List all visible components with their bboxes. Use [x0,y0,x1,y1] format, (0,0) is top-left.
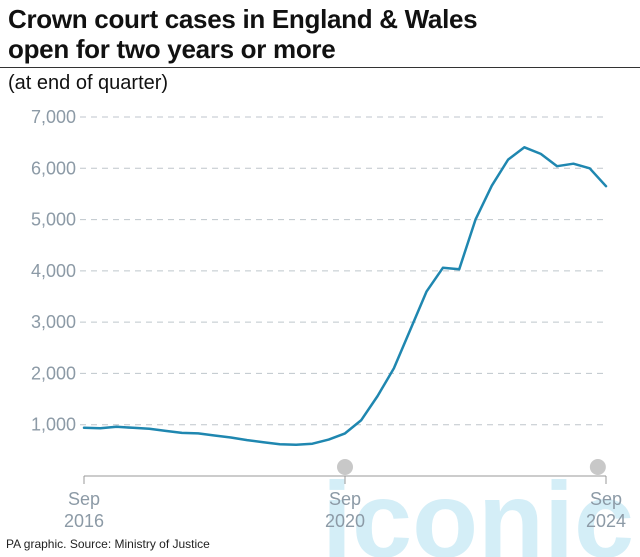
y-axis-labels: 1,000 2,000 3,000 4,000 5,000 6,000 7,000 [31,107,76,435]
grid-lines [80,116,606,426]
x-axis-marker [589,459,606,475]
chart-title: Crown court cases in England & Wales ope… [8,4,628,64]
chart-subtitle: (at end of quarter) [8,72,169,94]
x-axis-markers [337,459,606,475]
x-tick-month: Sep [590,489,622,509]
y-tick-label: 4,000 [31,261,76,281]
x-tick-year: 2016 [64,511,104,531]
x-tick-year: 2020 [325,511,365,531]
title-line-1: Crown court cases in England & Wales [8,4,478,34]
y-tick-label: 7,000 [31,107,76,127]
y-tick-label: 5,000 [31,210,76,230]
y-tick-label: 2,000 [31,363,76,383]
x-axis-ticks [83,476,607,484]
x-axis-marker [337,459,353,475]
series-line [82,146,608,446]
x-tick-year: 2024 [586,511,626,531]
watermark-text: iconic [322,459,634,557]
title-divider [0,67,640,68]
y-tick-label: 3,000 [31,312,76,332]
y-tick-label: 1,000 [31,415,76,435]
x-tick-month: Sep [329,489,361,509]
title-line-2: open for two years or more [8,34,336,64]
y-tick-label: 6,000 [31,158,76,178]
x-tick-month: Sep [68,489,100,509]
source-note: PA graphic. Source: Ministry of Justice [6,537,210,551]
